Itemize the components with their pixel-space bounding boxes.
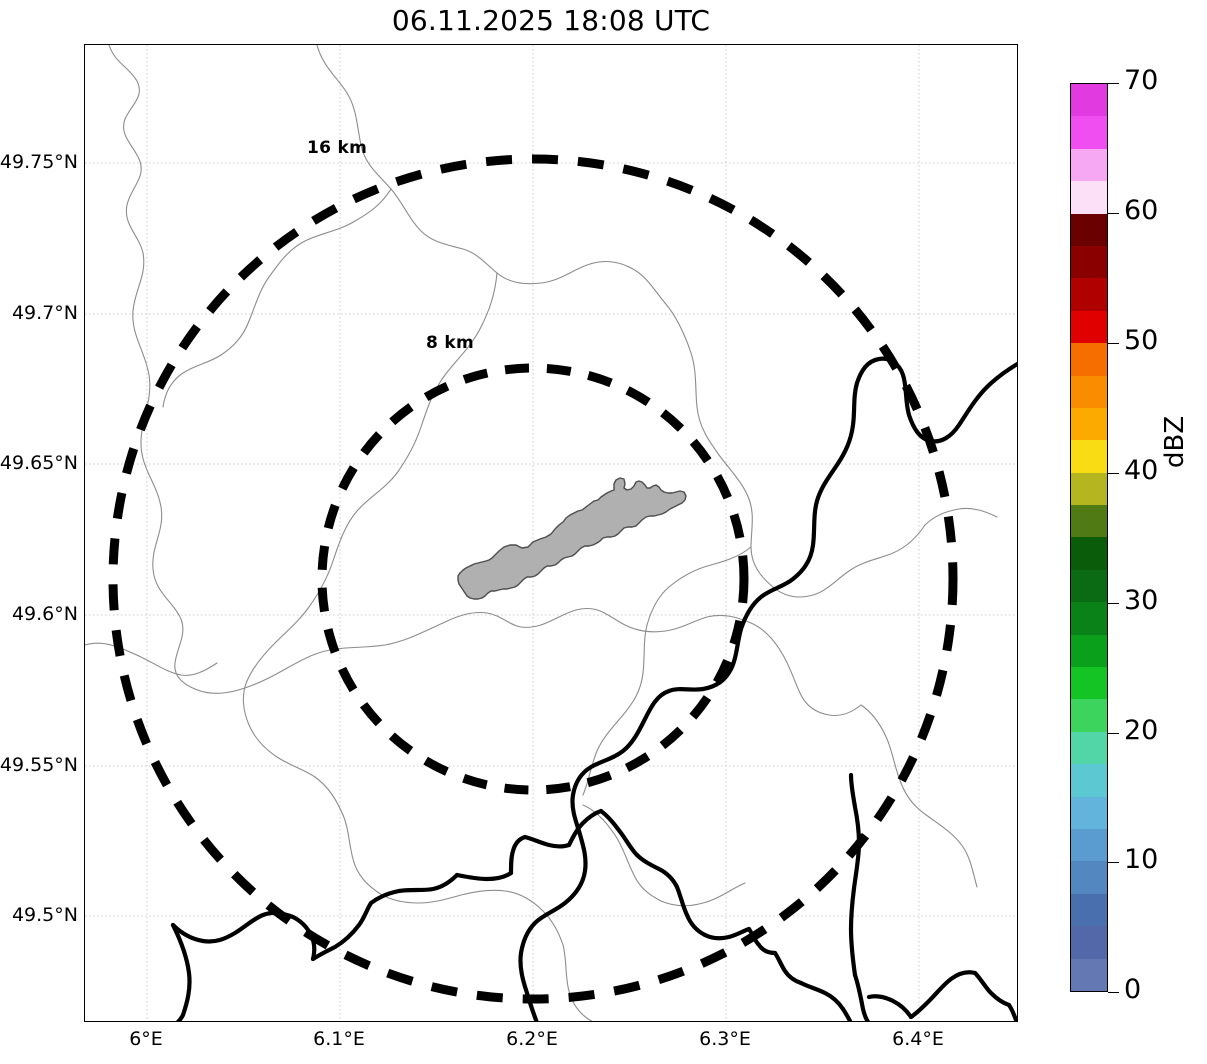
colorbar-band [1071,958,1107,991]
colorbar-band [1071,796,1107,829]
colorbar-tick-30 [1108,603,1119,604]
colorbar-tick-40 [1108,473,1119,474]
colorbar-band [1071,213,1107,246]
range-rings [108,154,958,1004]
map-graphics [85,45,1017,1021]
lat-tick-label-49-55: 49.55°N [0,754,78,776]
colorbar-band [1071,926,1107,959]
lat-tick-label-49-7: 49.7°N [11,302,78,324]
colorbar-band [1071,764,1107,797]
colorbar-tick-70 [1108,83,1119,84]
colorbar-band [1071,667,1107,700]
colorbar-band [1071,731,1107,765]
page-title: 06.11.2025 18:08 UTC [391,4,711,37]
colorbar-band [1071,472,1107,506]
colorbar-band [1071,602,1107,635]
colorbar-axis-title: dBZ [1160,415,1190,468]
colorbar-band [1071,375,1107,408]
lat-tick-label-49-75: 49.75°N [0,151,78,173]
national-border [170,356,1017,1021]
colorbar-tick-label-0: 0 [1124,974,1142,1005]
colorbar-band [1071,828,1107,862]
colorbar-tick-50 [1108,343,1119,344]
lon-tick-label-6-4: 6.4°E [892,1028,944,1050]
lon-tick-label-6: 6°E [129,1028,163,1050]
colorbar-band [1071,148,1107,182]
colorbar-tick-label-40: 40 [1124,455,1159,486]
colorbar-band [1071,537,1107,570]
colorbar-band [1071,278,1107,311]
colorbar-band [1071,569,1107,603]
colorbar-band [1071,343,1107,376]
colorbar-tick-label-20: 20 [1124,715,1159,746]
dbz-colorbar[interactable] [1070,83,1108,992]
colorbar-band [1071,440,1107,473]
colorbar-tick-label-60: 60 [1124,195,1159,226]
admin-boundaries [85,45,998,1021]
colorbar-band [1071,893,1107,927]
colorbar-tick-label-30: 30 [1124,585,1159,616]
lat-tick-label-49-65: 49.65°N [0,452,78,474]
colorbar-band [1071,245,1107,279]
colorbar-tick-20 [1108,733,1119,734]
colorbar-band [1071,634,1107,668]
colorbar-band [1071,181,1107,214]
colorbar-tick-label-10: 10 [1124,844,1159,875]
lon-tick-label-6-3: 6.3°E [699,1028,751,1050]
range-ring-label-16km: 16 km [307,138,368,158]
colorbar-band [1071,84,1107,117]
lat-tick-label-49-5: 49.5°N [11,904,78,926]
colorbar-band [1071,116,1107,149]
radar-map-axes[interactable]: 16 km 8 km [84,44,1018,1022]
colorbar-tick-label-50: 50 [1124,325,1159,356]
colorbar-band [1071,861,1107,894]
range-ring-16km [108,154,958,1004]
map-gridlines [85,45,1017,1021]
colorbar-tick-0 [1108,992,1119,993]
colorbar-tick-label-70: 70 [1124,65,1159,96]
colorbar-band [1071,505,1107,538]
colorbar-band [1071,407,1107,441]
range-ring-label-8km: 8 km [426,333,474,353]
reservoir-polygon [457,477,687,600]
range-ring-8km [317,363,749,795]
colorbar-band [1071,310,1107,344]
colorbar-tick-60 [1108,213,1119,214]
lat-tick-label-49-6: 49.6°N [11,603,78,625]
colorbar-tick-10 [1108,862,1119,863]
lon-tick-label-6-2: 6.2°E [506,1028,558,1050]
lon-tick-label-6-1: 6.1°E [313,1028,365,1050]
colorbar-band [1071,699,1107,732]
